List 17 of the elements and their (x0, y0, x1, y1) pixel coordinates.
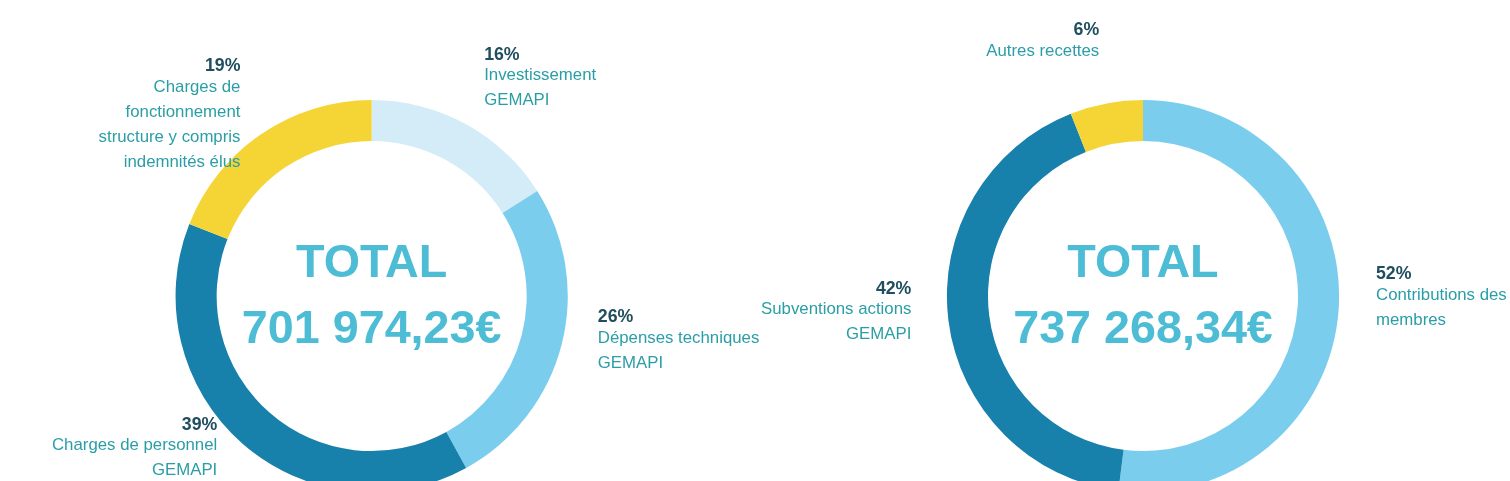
data-label: 6% (1073, 19, 1100, 40)
slice-label: Dépenses techniques GEMAPI (597, 327, 760, 373)
text: TOTAL (1067, 235, 1219, 288)
data-label: 42% (875, 277, 912, 298)
text: 737 268,34€ (1013, 300, 1273, 353)
slice-label: Charges de personnel GEMAPI (51, 435, 218, 480)
data-label: 52% (1376, 262, 1412, 283)
data-label: 26% (597, 306, 634, 327)
data-label: 39% (181, 413, 218, 434)
data-label: 16% (484, 43, 520, 64)
slice-label: Subventions actions GEMAPI (761, 299, 912, 344)
slice-label: Investissement GEMAPI (484, 65, 597, 110)
text: TOTAL (296, 235, 448, 288)
slice-label: Contributions des membres (1376, 284, 1507, 329)
slice-label: Autres recettes (986, 40, 1100, 60)
text: 701 974,23€ (241, 300, 502, 353)
data-label: 19% (204, 55, 241, 76)
